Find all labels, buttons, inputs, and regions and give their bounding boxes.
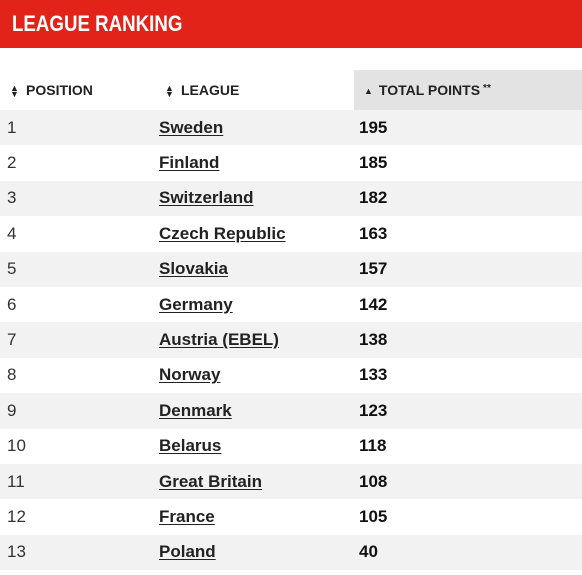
points-cell: 142	[359, 294, 388, 314]
points-cell: 185	[359, 153, 388, 173]
league-link[interactable]: France	[159, 506, 215, 526]
league-cell: Poland	[155, 535, 354, 570]
column-label: LEAGUE	[181, 82, 240, 98]
position-cell: 12	[7, 506, 26, 526]
table-row: 5 Slovakia 157	[0, 251, 582, 287]
table-row: 3 Switzerland 182	[0, 180, 582, 217]
table-row: 8 Norway 133	[0, 357, 582, 394]
points-cell: 108	[359, 471, 388, 491]
league-cell: Austria (EBEL)	[155, 322, 354, 357]
league-cell: Germany	[155, 287, 354, 322]
footnote-marker: **	[483, 83, 491, 94]
column-header-league[interactable]: ▲ ▼ LEAGUE	[155, 70, 354, 110]
sort-updown-icon: ▲ ▼	[165, 83, 174, 100]
position-cell: 13	[7, 542, 26, 562]
league-link[interactable]: Poland	[159, 542, 216, 562]
table-row: 12 France 105	[0, 499, 582, 535]
league-cell: France	[155, 499, 354, 534]
position-cell: 1	[7, 117, 17, 137]
table-row: 6 Germany 142	[0, 286, 582, 323]
points-cell: 138	[359, 330, 388, 350]
table-row: 1 Sweden 195	[0, 110, 582, 146]
position-cell: 3	[7, 188, 17, 208]
column-header-total-points[interactable]: ▲ TOTAL POINTS **	[354, 70, 582, 110]
position-cell: 11	[7, 471, 25, 491]
table-row: 9 Denmark 123	[0, 393, 582, 429]
league-link[interactable]: Austria (EBEL)	[159, 330, 279, 350]
column-header-position[interactable]: ▲ ▼ POSITION	[0, 70, 155, 110]
points-cell: 133	[359, 365, 388, 385]
points-cell: 163	[359, 223, 388, 243]
league-link[interactable]: Czech Republic	[159, 223, 286, 243]
points-cell: 123	[359, 400, 388, 420]
league-cell: Slovakia	[155, 252, 354, 287]
points-cell: 182	[359, 188, 388, 208]
league-link[interactable]: Switzerland	[159, 188, 254, 208]
league-link[interactable]: Germany	[159, 294, 233, 314]
position-cell: 2	[7, 153, 17, 173]
league-link[interactable]: Denmark	[159, 400, 232, 420]
column-label: POSITION	[26, 82, 93, 98]
ranking-table-container: ▲ ▼ POSITION ▲ ▼ LEAGUE ▲ TOTAL POINTS ** 1 Swe…	[0, 70, 582, 571]
league-cell: Sweden	[155, 110, 354, 145]
league-link[interactable]: Slovakia	[159, 259, 228, 279]
position-cell: 9	[7, 400, 17, 420]
points-cell: 195	[359, 117, 388, 137]
title-bar: League Ranking	[0, 0, 582, 48]
column-label: TOTAL POINTS	[378, 82, 481, 98]
table-row: 13 Poland 40	[0, 534, 582, 571]
position-cell: 6	[7, 294, 17, 314]
table-row: 4 Czech Republic 163	[0, 216, 582, 252]
table-header-row: ▲ ▼ POSITION ▲ ▼ LEAGUE ▲ TOTAL POINTS **	[0, 70, 582, 110]
league-link[interactable]: Norway	[159, 365, 221, 385]
position-cell: 5	[7, 259, 17, 279]
sort-asc-icon: ▲	[364, 86, 373, 96]
position-cell: 8	[7, 365, 17, 385]
page-title: League Ranking	[12, 11, 183, 36]
league-cell: Great Britain	[155, 464, 354, 499]
league-link[interactable]: Great Britain	[159, 471, 262, 491]
points-cell: 105	[359, 506, 388, 526]
table-row: 10 Belarus 118	[0, 428, 582, 464]
points-cell: 118	[359, 436, 387, 456]
table-row: 7 Austria (EBEL) 138	[0, 322, 582, 358]
league-cell: Czech Republic	[155, 216, 354, 251]
ranking-table: ▲ ▼ POSITION ▲ ▼ LEAGUE ▲ TOTAL POINTS ** 1 Swe…	[0, 70, 582, 571]
league-link[interactable]: Sweden	[159, 117, 224, 137]
table-row: 11 Great Britain 108	[0, 463, 582, 500]
league-link[interactable]: Finland	[159, 153, 220, 173]
league-cell: Norway	[155, 358, 354, 393]
position-cell: 7	[7, 330, 17, 350]
points-cell: 157	[359, 259, 388, 279]
league-cell: Belarus	[155, 429, 354, 464]
league-link[interactable]: Belarus	[159, 436, 222, 456]
league-cell: Switzerland	[155, 181, 354, 216]
table-row: 2 Finland 185	[0, 145, 582, 181]
league-cell: Denmark	[155, 393, 354, 428]
league-cell: Finland	[155, 145, 354, 180]
sort-updown-icon: ▲ ▼	[10, 83, 19, 100]
points-cell: 40	[359, 542, 378, 562]
position-cell: 10	[7, 436, 26, 456]
position-cell: 4	[7, 223, 17, 243]
